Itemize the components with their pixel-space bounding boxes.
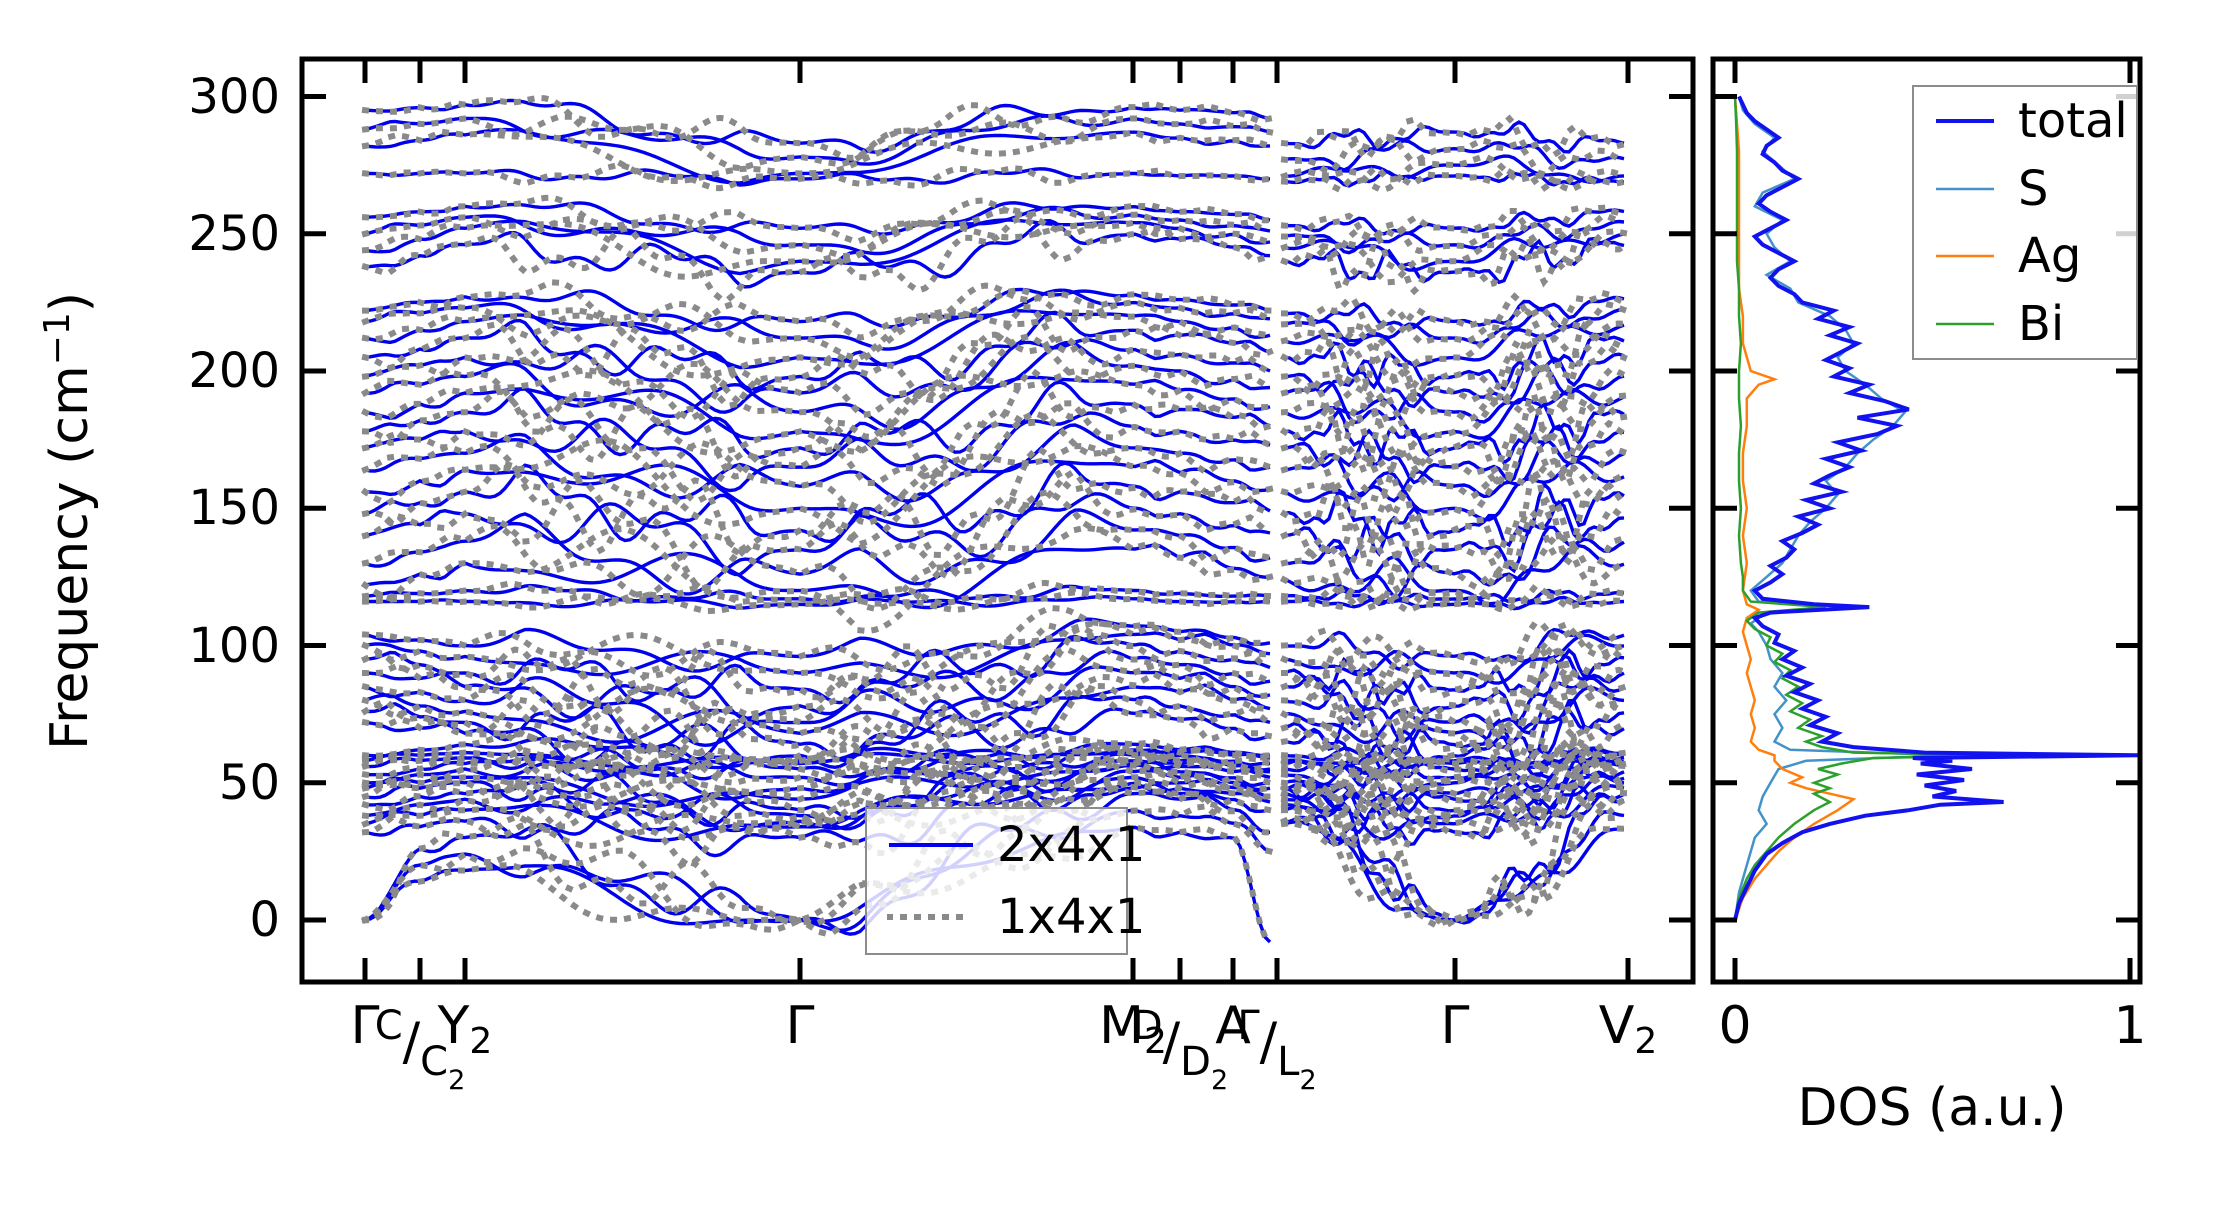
label-part: −1 [37, 312, 78, 366]
dos-line-Bi [1733, 96, 2020, 921]
legend-line-sample [1936, 322, 1994, 326]
label-part: 2 [1210, 1065, 1229, 1096]
band-axes-spines [299, 56, 1696, 985]
axis-ticks [302, 59, 2140, 982]
label-part: 2 [1634, 1021, 1658, 1062]
legend-entry-total: total [1914, 87, 2136, 155]
label-part: Γ [1440, 996, 1470, 1056]
legend-entry-Ag: Ag [1914, 223, 2136, 291]
label-part: Γ [1237, 1003, 1260, 1049]
y-tick-label-300: 300 [188, 68, 280, 125]
label-part: A [1215, 996, 1251, 1056]
kpoint-label-3: Γ [786, 998, 815, 1054]
legend-line-sample [887, 914, 975, 920]
dos-lines [1733, 95, 2138, 921]
legend-entry-label: S [2018, 160, 2049, 217]
label-part: Γ [350, 996, 380, 1056]
label-part: Frequency (cm [40, 365, 100, 751]
y-tick-label-250: 250 [188, 205, 280, 262]
legend-entry-2x4x1: 2x4x1 [867, 809, 1145, 881]
legend-entry-label: Bi [2018, 296, 2065, 353]
y-tick-label-150: 150 [188, 480, 280, 537]
legend-line-sample [889, 843, 973, 847]
y-tick-label-200: 200 [188, 343, 280, 399]
label-part: M [1099, 996, 1144, 1056]
label-part: 2 [1299, 1065, 1317, 1096]
dos-axis-label: DOS (a.u.) [1797, 1078, 2067, 1138]
legend-line-sample [1936, 187, 1994, 190]
label-part: C [374, 1003, 403, 1049]
label-part: Y [437, 996, 470, 1056]
kpoint-label-4: M2 [1099, 998, 1167, 1070]
legend-line-sample [1936, 255, 1994, 258]
kpoint-label-2: Y2 [438, 998, 493, 1070]
band-legend: 2x4x1 1x4x1 [865, 807, 1145, 955]
kpoint-label-7: Γ/L2 [1237, 998, 1316, 1109]
label-part: 2 [1143, 1021, 1167, 1062]
dos-legend: total S Ag Bi [1912, 85, 2138, 360]
legend-entry-label: total [2018, 92, 2128, 149]
kpoint-label-0: Γ [351, 998, 380, 1054]
legend-entry-1x4x1: 1x4x1 [867, 881, 1145, 953]
y-tick-label-0: 0 [249, 892, 280, 948]
label-part: L [1277, 1039, 1300, 1085]
y-tick-label-50: 50 [218, 754, 280, 811]
dos-line-total [1733, 95, 2138, 921]
kpoint-label-1: C/C2 [375, 998, 466, 1109]
kpoint-label-6: A [1215, 998, 1251, 1054]
label-part: Γ [785, 996, 815, 1056]
label-part: ) [40, 291, 100, 313]
label-part: D [1131, 1003, 1163, 1049]
y-axis-label: Frequency (cm−1) [28, 46, 100, 996]
kpoint-label-9: V2 [1599, 998, 1657, 1070]
band-lines-1x4x1 [360, 94, 1629, 947]
kpoint-label-8: Γ [1441, 998, 1470, 1054]
y-tick-label-100: 100 [188, 617, 280, 674]
label-part: / [402, 1012, 421, 1072]
label-part: 2 [469, 1021, 493, 1062]
label-part: V [1598, 996, 1635, 1056]
dos-tick-label-1: 1 [2113, 996, 2147, 1056]
dos-axes-spines [1710, 56, 2143, 985]
label-part: C [420, 1039, 449, 1085]
kpoint-label-5: D/D2 [1132, 998, 1228, 1109]
legend-entry-S: S [1914, 155, 2136, 223]
label-part: 2 [448, 1065, 466, 1096]
dos-line-Ag [1733, 96, 1857, 921]
legend-entry-label: 2x4x1 [997, 817, 1146, 873]
dos-tick-label-0: 0 [1718, 996, 1752, 1056]
label-part: / [1259, 1012, 1278, 1072]
label-part: / [1162, 1012, 1181, 1072]
legend-entry-label: 1x4x1 [997, 889, 1146, 945]
legend-entry-label: Ag [2018, 228, 2082, 285]
legend-line-sample [1936, 118, 1994, 123]
legend-entry-Bi: Bi [1914, 290, 2136, 358]
label-part: D [1180, 1039, 1211, 1085]
